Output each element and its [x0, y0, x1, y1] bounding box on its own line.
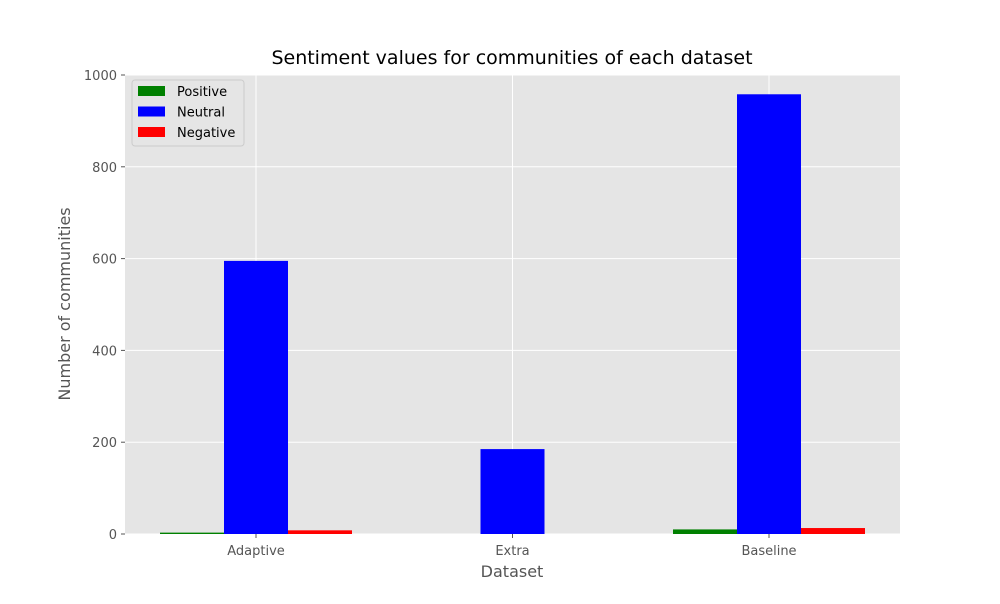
bars — [160, 94, 865, 534]
legend-swatch-negative — [138, 127, 165, 137]
y-tick-label: 600 — [92, 253, 117, 268]
x-axis-title: Dataset — [481, 562, 544, 581]
x-tick-label: Extra — [495, 544, 529, 559]
bar-neutral-adaptive — [224, 260, 288, 534]
legend-swatch-neutral — [138, 106, 165, 117]
bar-positive-baseline — [673, 529, 737, 534]
legend-label-negative: Negative — [177, 126, 235, 141]
x-tick-label: Baseline — [741, 544, 796, 559]
y-tick-label: 1000 — [84, 69, 117, 84]
legend-label-neutral: Neutral — [177, 106, 225, 121]
chart-title: Sentiment values for communities of each… — [271, 47, 752, 69]
legend-swatch-positive — [138, 86, 165, 96]
bar-negative-baseline — [801, 528, 865, 534]
y-tick-label: 0 — [109, 528, 117, 543]
y-tick-label: 800 — [92, 161, 117, 176]
y-tick-label: 400 — [92, 344, 117, 359]
axes: 0 200 400 600 800 1000 Adaptive Extra Baseline — [84, 69, 797, 559]
y-tick-label: 200 — [92, 436, 117, 451]
bar-neutral-baseline — [737, 94, 801, 534]
bar-negative-adaptive — [288, 530, 352, 534]
bar-positive-adaptive — [160, 532, 224, 534]
y-axis-title: Number of communities — [55, 207, 74, 400]
legend-label-positive: Positive — [177, 85, 227, 100]
bar-neutral-extra — [480, 449, 545, 534]
legend: Positive Neutral Negative — [131, 79, 245, 147]
x-tick-label: Adaptive — [227, 544, 285, 559]
